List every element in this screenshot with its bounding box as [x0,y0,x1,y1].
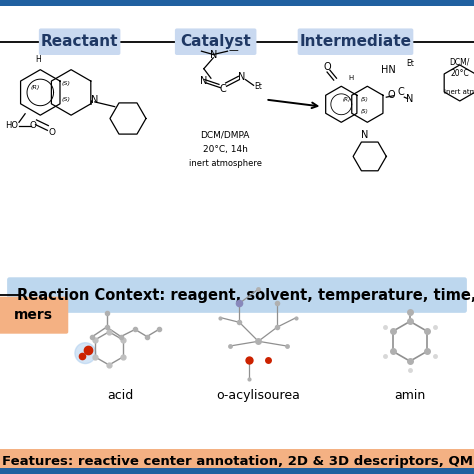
Text: Features: reactive center annotation, 2D & 3D descriptors, QM: Features: reactive center annotation, 2D… [1,455,473,468]
Text: Reaction Context: reagent, solvent, temperature, time,: Reaction Context: reagent, solvent, temp… [17,288,474,302]
Text: O: O [323,62,331,73]
Text: H: H [348,75,354,81]
FancyBboxPatch shape [0,297,68,334]
FancyBboxPatch shape [7,277,467,313]
Bar [0,0,474,6]
Text: O: O [49,128,55,137]
Text: Et: Et [406,60,414,68]
Text: DCM/DMPA: DCM/DMPA [201,131,250,139]
Bar [0,310,474,468]
Text: HN: HN [381,64,396,75]
Text: —: — [228,45,238,55]
Text: Catalyst: Catalyst [180,34,251,49]
Text: 20°C, 14h: 20°C, 14h [203,145,247,154]
Text: O: O [387,90,395,100]
Text: DCM/: DCM/ [450,57,470,66]
Text: (S): (S) [360,97,368,102]
Text: (R): (R) [31,85,40,90]
Text: HO: HO [5,121,18,130]
FancyBboxPatch shape [298,28,413,55]
Text: (R): (R) [343,97,351,102]
Text: inert atmosphere: inert atmosphere [189,159,262,168]
Text: Et: Et [255,82,262,91]
Text: H: H [35,55,41,64]
FancyBboxPatch shape [175,28,256,55]
Text: N: N [406,93,414,104]
Text: (S): (S) [360,109,368,114]
Bar [0,47,474,280]
Text: N: N [210,49,217,60]
Bar [0,468,474,474]
Circle shape [75,343,96,364]
Text: acid: acid [108,389,134,402]
Text: amin: amin [394,389,426,402]
Text: O: O [30,121,36,130]
Text: N: N [200,75,208,86]
Text: C: C [397,87,404,98]
FancyBboxPatch shape [39,28,120,55]
Text: inert atm: inert atm [444,90,474,95]
Text: 20°C: 20°C [450,69,469,78]
Text: N: N [361,130,369,140]
Text: o-acylisourea: o-acylisourea [217,389,300,402]
Text: mers: mers [14,308,53,322]
Text: (S): (S) [62,82,71,86]
Text: N: N [238,72,246,82]
Bar [0,449,474,474]
Text: N: N [91,94,99,105]
Text: Reactant: Reactant [41,34,118,49]
Text: Intermediate: Intermediate [300,34,411,49]
Text: (S): (S) [62,97,71,102]
Text: C: C [219,84,226,94]
